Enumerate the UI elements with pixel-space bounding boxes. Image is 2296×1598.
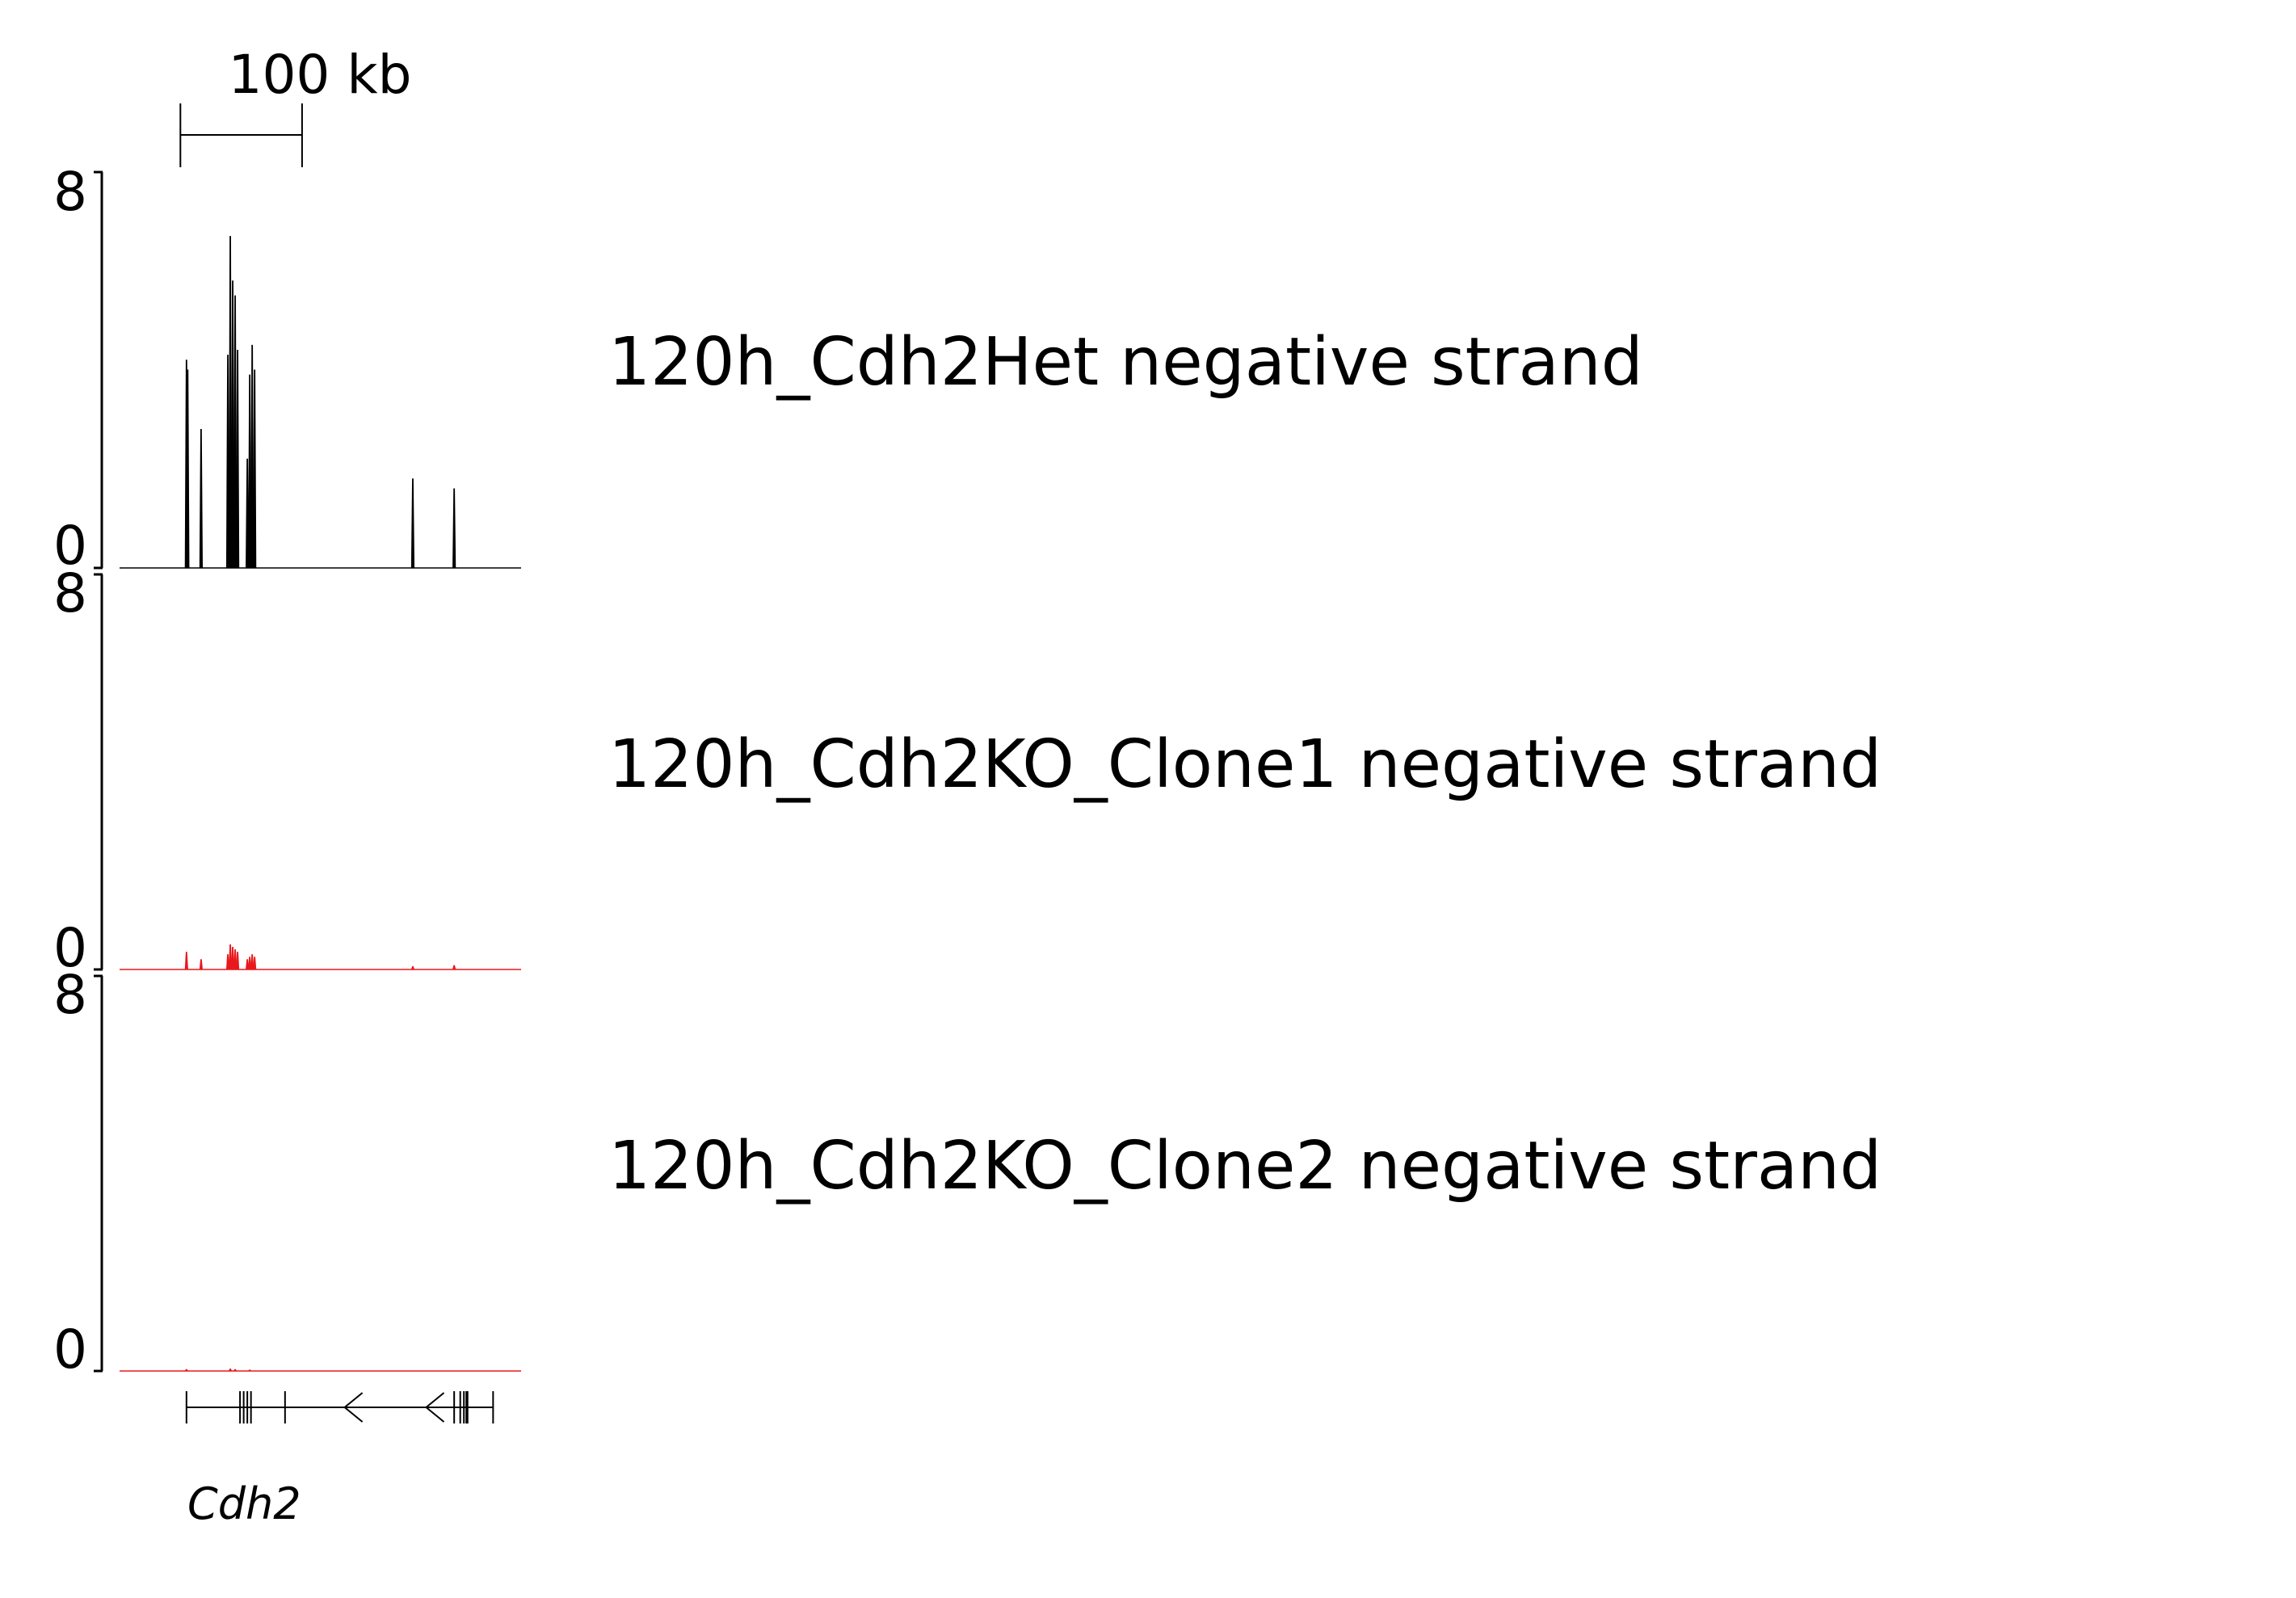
scale-bar-label: 100 kb [228, 44, 411, 106]
signal-peak [228, 944, 233, 970]
signal-peak [246, 458, 250, 569]
track-cdh2ko-clone2: 8 0 120h_Cdh2KO_Clone2 negative strand [53, 964, 1882, 1381]
gene-annotation-track: Cdh2 [185, 1391, 494, 1529]
signal-peak [233, 1369, 238, 1372]
signal-peak [233, 295, 238, 569]
y-axis: 8 0 [53, 964, 103, 1381]
track-cdh2het: 8 0 120h_Cdh2Het negative strand [53, 161, 1643, 577]
y-tick-label-max: 8 [53, 964, 87, 1026]
signal-peak [245, 959, 250, 970]
signal-peak [230, 280, 235, 569]
y-tick-label-max: 8 [53, 161, 87, 223]
signal-peak [199, 429, 204, 569]
signal-peak [452, 488, 456, 569]
y-tick-label-min: 0 [53, 515, 87, 577]
signal-peak [186, 369, 190, 569]
track-title: 120h_Cdh2KO_Clone1 negative strand [608, 726, 1882, 803]
coverage-plot [120, 236, 521, 569]
track-cdh2ko-clone1: 8 0 120h_Cdh2KO_Clone1 negative strand [53, 562, 1882, 979]
signal-peak [248, 957, 252, 970]
track-title: 120h_Cdh2Het negative strand [608, 324, 1643, 401]
y-tick-label-min: 0 [53, 917, 87, 979]
y-tick-label-min: 0 [53, 1318, 87, 1381]
signal-peak [250, 344, 254, 569]
gene-label: Cdh2 [187, 1478, 301, 1529]
signal-peak [410, 478, 415, 569]
signal-peak [250, 954, 254, 970]
signal-peak [253, 369, 257, 569]
signal-peak [184, 952, 188, 970]
signal-peak [247, 1369, 252, 1372]
signal-peak [228, 236, 233, 569]
gene-model [185, 1391, 494, 1423]
signal-peak [228, 1369, 233, 1372]
scale-bar: 100 kb [179, 44, 412, 167]
track-title: 120h_Cdh2KO_Clone2 negative strand [608, 1128, 1882, 1205]
signal-peak [253, 957, 257, 970]
signal-peak [235, 952, 240, 970]
signal-peak [225, 954, 230, 970]
signal-peak [235, 350, 240, 569]
signal-peak [230, 946, 235, 970]
signal-peak [452, 965, 456, 970]
signal-peak [199, 959, 204, 970]
signal-peak [225, 355, 230, 569]
coverage-plot [120, 944, 521, 970]
y-axis: 8 0 [53, 161, 103, 577]
y-tick-label-max: 8 [53, 562, 87, 624]
signal-peak [233, 949, 238, 970]
coverage-plot [120, 1369, 521, 1372]
signal-peak [410, 965, 415, 970]
y-axis: 8 0 [53, 562, 103, 979]
strand-arrow [424, 1392, 445, 1423]
signal-peak [248, 374, 252, 569]
signal-peak [184, 1369, 189, 1372]
strand-arrow [343, 1392, 364, 1423]
